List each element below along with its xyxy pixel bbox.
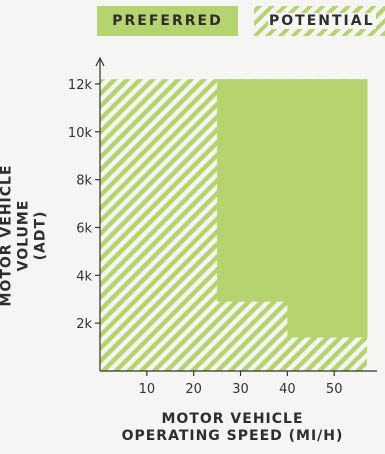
preferred-region-2 <box>287 79 368 338</box>
x-tick-label: 40 <box>279 382 296 397</box>
y-tick-label: 6k <box>76 221 92 236</box>
x-axis-label-line2: OPERATING SPEED (MI/H) <box>121 428 344 444</box>
y-axis-label-line2: (ADT) <box>32 210 49 261</box>
x-tick-label: 30 <box>232 382 249 397</box>
y-axis-arrow-icon <box>95 56 105 67</box>
plot-area <box>100 79 368 372</box>
legend-preferred: PREFERRED <box>97 6 238 36</box>
y-tick-label: 8k <box>76 174 92 189</box>
y-tick-label: 12k <box>68 78 93 93</box>
y-tick-label: 4k <box>76 269 92 284</box>
y-tick-label: 10k <box>68 126 93 141</box>
x-axis-label: MOTOR VEHICLE OPERATING SPEED (MI/H) <box>100 411 365 445</box>
x-tick-label: 20 <box>185 382 202 397</box>
y-axis-label: MOTOR VEHICLE VOLUME (ADT) <box>0 131 50 341</box>
x-tick-label: 50 <box>326 382 343 397</box>
legend-potential-label: POTENTIAL <box>268 13 376 29</box>
x-tick-label: 10 <box>139 382 156 397</box>
preferred-region-1 <box>217 79 288 302</box>
x-axis-label-line1: MOTOR VEHICLE <box>161 411 304 427</box>
y-tick-label: 2k <box>76 317 92 332</box>
legend: PREFERRED POTENTIAL <box>0 6 385 36</box>
legend-potential: POTENTIAL <box>254 6 385 36</box>
axes: 2k 4k 6k 8k 10k 12k 10 20 30 40 50 <box>68 56 377 397</box>
y-axis-label-line1: MOTOR VEHICLE VOLUME <box>0 164 32 307</box>
legend-preferred-label: PREFERRED <box>112 13 223 29</box>
